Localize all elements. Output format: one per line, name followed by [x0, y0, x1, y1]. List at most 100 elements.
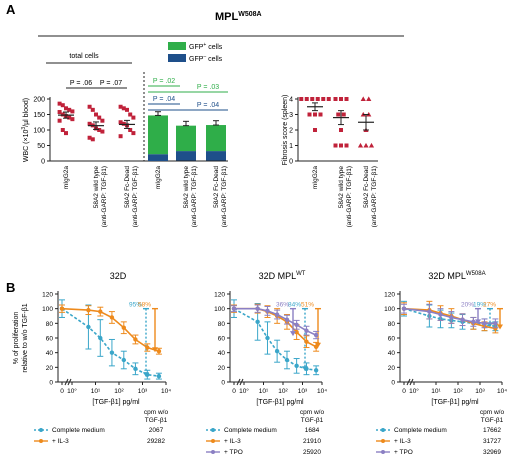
- pval-green-1: P = .02: [153, 78, 175, 85]
- b-series-point: [285, 317, 289, 321]
- fib-ytick-label: 0: [289, 159, 293, 166]
- b-xlabel: [TGF-β1] pg/ml: [92, 399, 140, 406]
- b-series-point: [265, 309, 269, 313]
- b-xtick-label: 0: [232, 388, 236, 395]
- wbc-total-point: [70, 117, 74, 121]
- b-series-point: [275, 312, 279, 316]
- wbc-total-group-label: mIgG2a: [63, 166, 70, 190]
- fib-point-square: [339, 97, 343, 101]
- fib-point-square: [334, 144, 338, 148]
- b-cpm-header: cpm w/o: [480, 409, 505, 416]
- b-xtick-label: 10³: [138, 388, 148, 395]
- b-ytick-label: 100: [42, 306, 53, 313]
- fib-group-sublabel: (anti-GARP: TGF-β1): [346, 166, 353, 227]
- wbc-bar-gfp-neg: [206, 151, 226, 161]
- b-series-point: [427, 309, 431, 313]
- wbc-ytick-label: 0: [41, 159, 45, 166]
- wbc-total-point: [58, 119, 62, 123]
- b-end-pct: 58%: [138, 302, 151, 309]
- legend-label-gfp: GFP+ cells: [189, 42, 223, 51]
- b-xtick-label: 10⁴: [497, 388, 507, 395]
- fib-point-triangle: [363, 143, 368, 148]
- wbc-total-point: [70, 109, 74, 113]
- wbc-ytick-label: 200: [33, 97, 45, 104]
- b-series-point: [304, 339, 308, 343]
- b-legend-cpm: 32969: [483, 449, 501, 456]
- legend-swatch-gfp: [168, 42, 186, 50]
- b-legend-label: Complete medium: [52, 427, 105, 434]
- b-series-point: [493, 321, 497, 325]
- fib-point-square: [339, 128, 343, 132]
- wbc-total-point: [131, 131, 135, 135]
- wbc-ylabel: WBC (×103/µl blood): [21, 98, 30, 162]
- b-legend-label: + IL-3: [224, 438, 241, 445]
- b-series-line: [62, 309, 159, 352]
- b-end-pct: 51%: [301, 302, 314, 309]
- b-xtick-label: 10°: [409, 387, 419, 395]
- b-end-pct: 84%: [288, 302, 301, 309]
- b-series-point: [122, 326, 126, 330]
- legend-swatch-gfp: [168, 54, 186, 62]
- wbc-bar-gfp-pos: [176, 126, 196, 151]
- b-arrow-head: [497, 324, 503, 329]
- b-series-point: [255, 306, 259, 310]
- wbc-total-point: [131, 116, 135, 120]
- b-series-point: [157, 349, 161, 353]
- wbc-total-point: [64, 131, 68, 135]
- b-legend-marker: [39, 439, 43, 443]
- b-series-point: [482, 321, 486, 325]
- b-series-line: [234, 309, 316, 335]
- wbc-bar-gfp-neg: [176, 151, 196, 161]
- b-series-point: [60, 306, 64, 310]
- wbc-total-group-label: 58A2 Fc-Dead: [124, 166, 131, 208]
- fib-group-label: mIgG2a: [312, 166, 319, 190]
- wbc-ylabel-part: WBC (×10: [23, 130, 30, 163]
- b-xtick-label: 10°: [67, 387, 77, 395]
- legend-label-gfp: GFP– cells: [189, 54, 223, 63]
- fib-point-square: [327, 97, 331, 101]
- b-series-point: [304, 328, 308, 332]
- b-ytick-label: 40: [46, 350, 54, 357]
- b-series-point: [285, 358, 289, 362]
- b-legend-label: + IL-3: [394, 438, 411, 445]
- b-series-point: [460, 317, 464, 321]
- b-xlabel: [TGF-β1] pg/ml: [256, 399, 304, 406]
- fib-point-triangle: [369, 143, 374, 148]
- b-ytick-label: 40: [218, 350, 226, 357]
- b-ytick-label: 60: [388, 336, 396, 343]
- wbc-ytick-label: 150: [33, 112, 45, 119]
- b-series-point: [110, 350, 114, 354]
- fib-point-square: [299, 97, 303, 101]
- b-legend-cpm: 1684: [305, 427, 320, 434]
- wbc-ytick-label: 100: [33, 128, 45, 135]
- wbc-bar-gfp-neg: [148, 154, 168, 161]
- pval-blue-2: P = .04: [197, 102, 219, 109]
- b-legend-cpm: 29282: [147, 438, 165, 445]
- wbc-stacked-group-sublabel: (anti-GARP: TGF-β1): [221, 166, 228, 227]
- b-end-pct: 36%: [276, 302, 289, 309]
- fib-point-square: [342, 113, 346, 117]
- fib-group-sublabel: (anti-GARP: TGF-β1): [371, 166, 378, 227]
- b-legend-label: + TPO: [224, 449, 243, 456]
- b-xtick-label: 10³: [475, 388, 485, 395]
- b-series-point: [438, 312, 442, 316]
- wbc-stacked-group-label: 58A2 Fc-Dead: [213, 166, 220, 208]
- b-ytick-label: 100: [214, 306, 225, 313]
- b-panel-title: 32D: [110, 271, 127, 281]
- b-end-pct: 27%: [483, 302, 496, 309]
- panel-b-label: B: [6, 280, 15, 295]
- b-legend-marker: [211, 428, 215, 432]
- wbc-total-point: [125, 108, 129, 112]
- b-legend-cpm: 17662: [483, 427, 501, 434]
- b-ytick-label: 20: [218, 365, 226, 372]
- b-xtick-label: 0: [60, 388, 64, 395]
- b-series-point: [294, 323, 298, 327]
- wbc-total-point: [100, 119, 104, 123]
- wbc-bar-gfp-pos: [206, 125, 226, 151]
- fib-point-square: [334, 97, 338, 101]
- total-cells-label: total cells: [69, 53, 99, 60]
- b-legend-cpm: 21910: [303, 438, 321, 445]
- b-legend-marker: [39, 428, 43, 432]
- fib-point-square: [313, 128, 317, 132]
